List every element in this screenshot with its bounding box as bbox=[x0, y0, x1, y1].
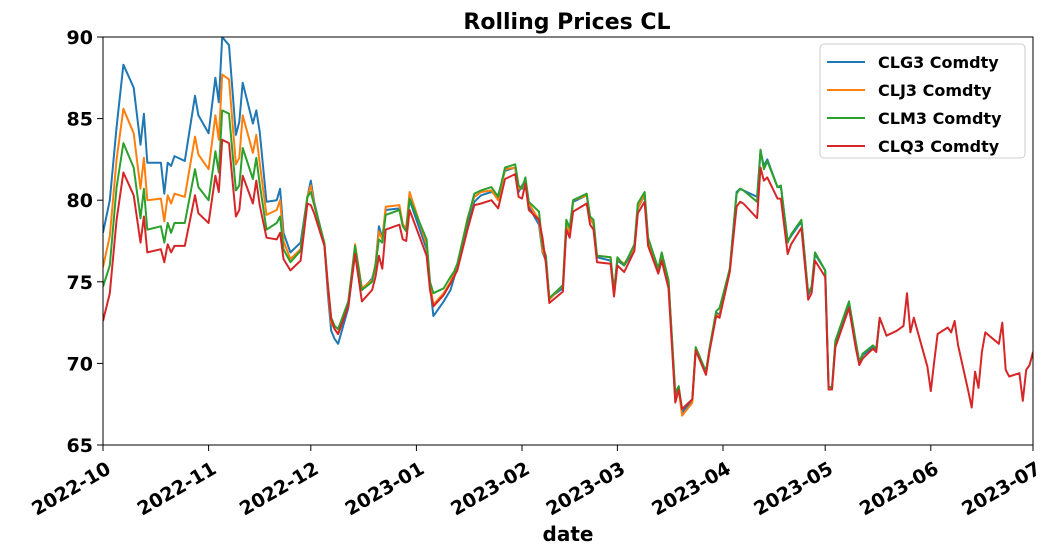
legend: CLG3 Comdty CLJ3 Comdty CLM3 Comdty CLQ3 Co… bbox=[819, 43, 1026, 159]
y-axis: 65 70 75 80 85 90 bbox=[67, 27, 103, 457]
x-axis: 2022-10 2022-11 2022-12 2023-01 2023-02 2023-… bbox=[28, 445, 1042, 520]
y-tick-label: 80 bbox=[67, 190, 93, 212]
x-tick-label: 2022-11 bbox=[134, 458, 221, 521]
plot-frame bbox=[102, 36, 1034, 446]
x-tick-label: 2022-12 bbox=[236, 458, 323, 521]
y-tick-label: 90 bbox=[67, 27, 93, 49]
legend-entry: CLQ3 Comdty bbox=[878, 137, 1000, 156]
series-line-clg3 bbox=[103, 37, 881, 414]
series-line-clq3 bbox=[103, 138, 1033, 411]
plot-lines bbox=[103, 37, 1033, 417]
x-tick-label: 2023-04 bbox=[648, 458, 735, 521]
legend-entry: CLG3 Comdty bbox=[878, 53, 999, 72]
y-tick-label: 75 bbox=[67, 272, 93, 294]
x-tick-label: 2022-10 bbox=[28, 458, 115, 521]
y-tick-label: 70 bbox=[67, 353, 93, 375]
x-tick-label: 2023-05 bbox=[750, 458, 837, 521]
legend-entry: CLM3 Comdty bbox=[878, 109, 1002, 128]
chart-title: Rolling Prices CL bbox=[463, 10, 670, 35]
x-tick-label: 2023-01 bbox=[341, 458, 428, 521]
x-tick-label: 2023-06 bbox=[856, 458, 943, 521]
legend-box bbox=[819, 43, 1026, 159]
y-tick-label: 65 bbox=[67, 435, 93, 457]
x-axis-label: date bbox=[543, 522, 594, 546]
x-tick-label: 2023-02 bbox=[447, 458, 534, 521]
legend-entry: CLJ3 Comdty bbox=[878, 81, 992, 100]
x-tick-label: 2023-03 bbox=[542, 458, 629, 521]
series-line-clm3 bbox=[103, 109, 881, 411]
x-tick-label: 2023-07 bbox=[958, 458, 1042, 521]
y-tick-label: 85 bbox=[67, 109, 93, 131]
